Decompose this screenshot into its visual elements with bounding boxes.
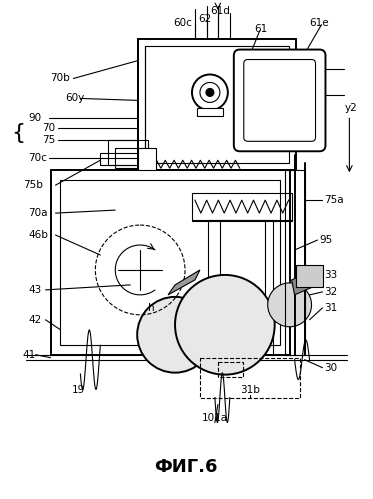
Bar [138, 148, 156, 170]
Text: 75a: 75a [325, 195, 344, 205]
Text: 95: 95 [320, 235, 333, 245]
Text: 31b: 31b [240, 385, 260, 395]
Circle shape [137, 297, 213, 373]
Text: 101a: 101a [202, 413, 228, 423]
Text: 33: 33 [325, 270, 338, 280]
Text: 75b: 75b [23, 180, 43, 190]
Text: 41: 41 [23, 350, 36, 360]
Text: 46b: 46b [29, 230, 48, 240]
Circle shape [206, 88, 214, 96]
Text: 60y: 60y [65, 93, 85, 103]
Bar [100, 153, 155, 165]
Bar [145, 45, 289, 163]
Polygon shape [292, 270, 317, 295]
Text: 61d: 61d [210, 5, 230, 15]
Text: 70b: 70b [50, 73, 70, 83]
Bar [218, 362, 243, 377]
Text: h: h [148, 303, 155, 313]
Text: 61e: 61e [310, 17, 329, 27]
Text: {: { [12, 123, 26, 143]
Bar [200, 358, 300, 398]
Text: 90: 90 [29, 113, 42, 123]
Text: 32: 32 [325, 287, 338, 297]
Circle shape [268, 283, 311, 327]
Bar [108, 140, 148, 165]
Text: 61: 61 [255, 23, 268, 33]
Text: 62: 62 [198, 13, 211, 23]
Bar [285, 170, 305, 355]
Text: y2: y2 [344, 103, 357, 113]
Bar [115, 148, 145, 168]
FancyBboxPatch shape [234, 49, 326, 151]
Text: 70a: 70a [29, 208, 48, 218]
Bar [192, 193, 292, 221]
Bar [197, 108, 223, 116]
Bar [295, 265, 323, 287]
Bar [138, 38, 295, 170]
Text: 30: 30 [325, 363, 338, 373]
Text: 42: 42 [29, 315, 42, 325]
Bar [60, 180, 280, 345]
Bar [50, 170, 289, 355]
Text: 31: 31 [325, 303, 338, 313]
Text: 60c: 60c [173, 17, 192, 27]
FancyBboxPatch shape [244, 59, 316, 141]
Circle shape [175, 275, 275, 375]
Polygon shape [168, 270, 200, 295]
Text: 43: 43 [29, 285, 42, 295]
Text: 70: 70 [43, 123, 56, 133]
Text: 70c: 70c [29, 153, 47, 163]
Text: 75: 75 [43, 135, 56, 145]
Bar [208, 220, 273, 310]
Text: 19: 19 [72, 385, 85, 395]
Text: ФИГ.6: ФИГ.6 [154, 459, 218, 477]
